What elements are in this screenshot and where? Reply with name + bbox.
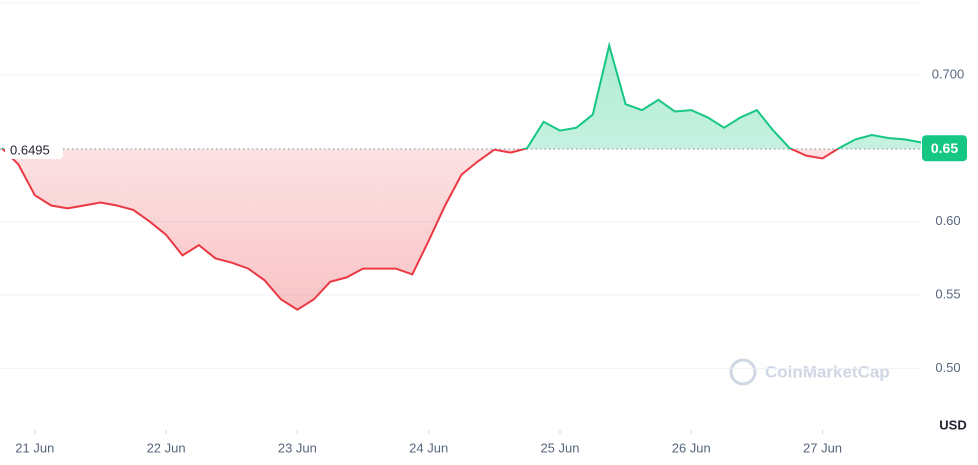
x-tick-label: 24 Jun <box>409 440 448 455</box>
current-price-label: 0.65 <box>931 140 958 156</box>
price-line-up <box>1 41 922 149</box>
y-tick-label: 0.60 <box>935 213 960 228</box>
x-tick-label: 22 Jun <box>147 440 186 455</box>
area-up <box>2 45 921 149</box>
x-tick-label: 25 Jun <box>540 440 579 455</box>
watermark: CoinMarketCap <box>729 358 890 386</box>
x-tick-label: 26 Jun <box>672 440 711 455</box>
current-price-tag <box>922 135 967 162</box>
unit-label: USD <box>939 417 966 432</box>
y-tick-label: 0.55 <box>935 286 960 301</box>
x-tick-label: 21 Jun <box>15 440 54 455</box>
watermark-text: CoinMarketCap <box>765 362 890 381</box>
y-tick-label: 0.50 <box>935 360 960 375</box>
baseline-tag <box>5 138 63 159</box>
area-down <box>2 148 838 310</box>
price-line-down <box>1 148 840 311</box>
baseline-label: 0.6495 <box>10 142 50 157</box>
y-tick-label: 0.700 <box>932 66 965 81</box>
x-tick-label: 23 Jun <box>278 440 317 455</box>
x-tick-label: 27 Jun <box>803 440 842 455</box>
